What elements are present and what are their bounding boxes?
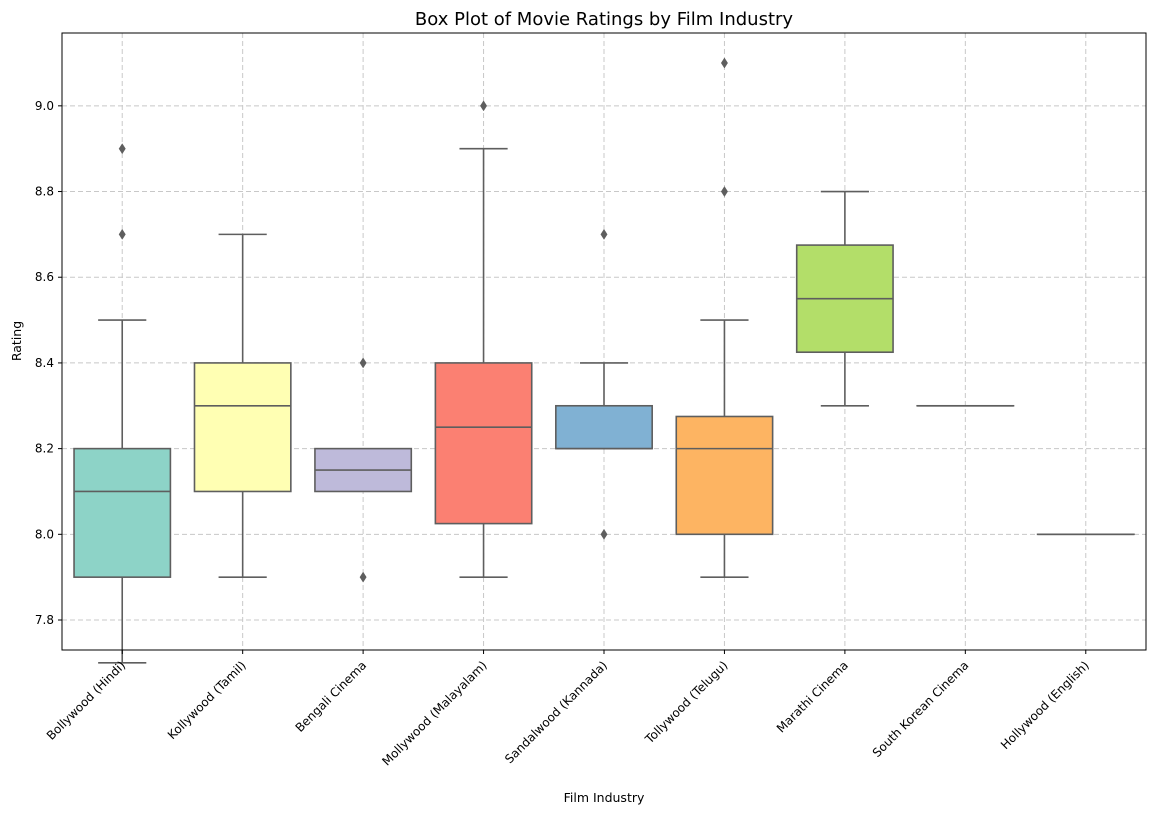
y-tick-label: 8.6: [35, 270, 54, 284]
box-bollywood-hindi: [73, 143, 172, 664]
outlier-point: [359, 357, 367, 369]
x-axis-label: Film Industry: [564, 790, 645, 805]
x-tick-label: Hollywood (English): [998, 658, 1092, 752]
box-mollywood-malayalam: [434, 100, 533, 578]
outlier-point: [359, 571, 367, 583]
y-tick-label: 7.8: [35, 613, 54, 627]
x-tick-label: Mollywood (Malayalam): [379, 658, 489, 768]
box-tollywood-telugu: [675, 57, 774, 578]
outlier-point: [480, 100, 488, 112]
box-marathi-cinema: [795, 190, 894, 407]
outlier-point: [118, 143, 126, 155]
grid-layer: [62, 33, 1146, 650]
x-tick-label: Bengali Cinema: [293, 658, 370, 735]
iqr-box: [675, 415, 774, 536]
iqr-box: [434, 362, 533, 525]
x-tick-label: Sandalwood (Kannada): [502, 658, 610, 766]
outlier-point: [600, 228, 608, 240]
x-axis-ticks: Bollywood (Hindi) Kollywood (Tamil) Bengal…: [44, 650, 1092, 769]
iqr-box: [193, 362, 292, 493]
box-kollywood-tamil: [193, 233, 292, 578]
outlier-point: [600, 528, 608, 540]
iqr-box: [73, 447, 172, 578]
x-tick-label: Kollywood (Tamil): [165, 658, 249, 742]
box-sandalwood-kannada: [555, 228, 653, 540]
box-layer: [73, 57, 1135, 664]
outlier-point: [720, 57, 728, 69]
x-tick-label: Marathi Cinema: [774, 658, 851, 735]
chart-title: Box Plot of Movie Ratings by Film Indust…: [415, 9, 794, 30]
box-bengali-cinema: [314, 357, 413, 583]
x-tick-label: Tollywood (Telugu): [642, 658, 731, 747]
y-tick-label: 8.0: [35, 527, 54, 541]
outlier-point: [118, 228, 126, 240]
x-tick-label: South Korean Cinema: [870, 658, 972, 760]
x-tick-label: Bollywood (Hindi): [44, 658, 129, 743]
outlier-point: [720, 186, 728, 197]
y-tick-label: 8.4: [35, 356, 54, 370]
y-axis-ticks: 7.8 8.0 8.2 8.4 8.6 8.8 9.0: [35, 99, 62, 627]
y-axis-label: Rating: [9, 321, 24, 361]
y-tick-label: 9.0: [35, 99, 54, 113]
y-tick-label: 8.2: [35, 442, 54, 456]
iqr-box: [555, 404, 653, 450]
y-tick-label: 8.8: [35, 185, 54, 199]
